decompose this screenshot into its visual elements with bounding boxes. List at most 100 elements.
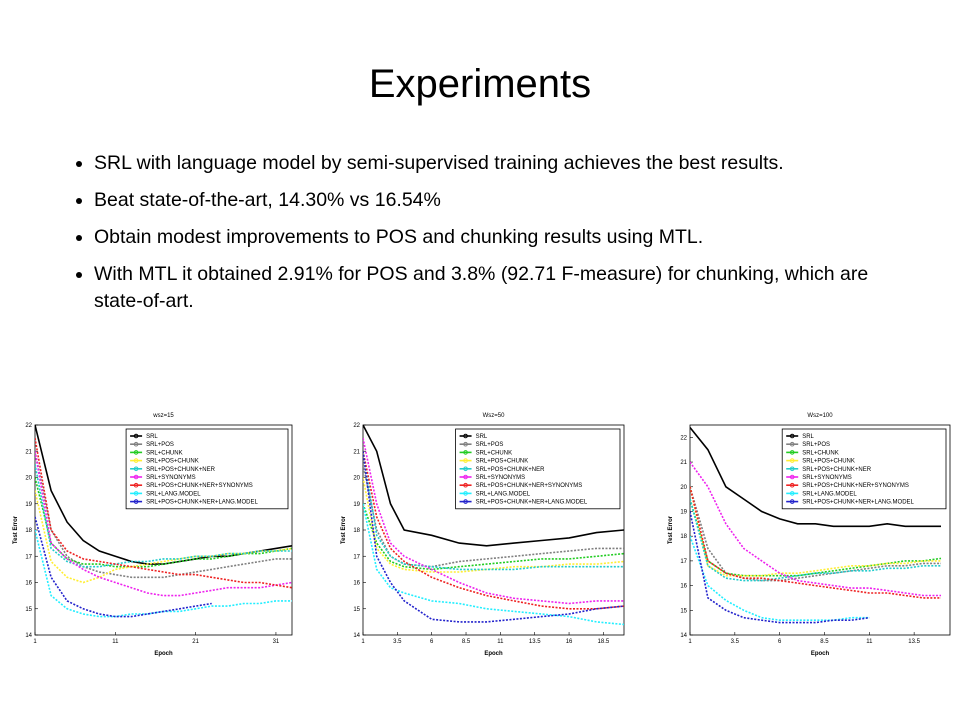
y-tick-label: 22	[25, 423, 32, 429]
legend-label: SRL+CHUNK	[476, 450, 513, 456]
legend-marker	[463, 482, 468, 488]
legend-marker	[133, 482, 139, 488]
series-line	[35, 490, 292, 584]
legend-marker	[463, 458, 468, 463]
legend-marker	[789, 482, 795, 488]
chart-title: wsz=15	[152, 413, 174, 419]
y-tick-label: 14	[25, 633, 32, 639]
legend-label: SRL+POS+CHUNK	[476, 459, 529, 465]
legend-label: SRL+POS	[476, 442, 504, 448]
legend-label: SRL+LANG.MODEL	[476, 491, 531, 497]
x-tick-label: 11	[497, 639, 504, 645]
series-line	[363, 503, 624, 571]
legend-label: SRL+POS+CHUNK+NER	[476, 467, 546, 473]
bullet: Beat state-of-the-art, 14.30% vs 16.54%	[94, 187, 914, 214]
x-tick-label: 1	[361, 639, 365, 645]
series-line	[35, 451, 292, 579]
legend-label: SRL+CHUNK	[802, 450, 839, 456]
x-tick-label: 11	[866, 639, 873, 645]
x-tick-label: 6	[778, 639, 782, 645]
x-tick-label: 13.5	[529, 639, 541, 645]
y-axis-label: Test Error	[13, 515, 19, 544]
legend-marker	[789, 441, 795, 447]
legend-marker	[133, 474, 139, 480]
legend-label: SRL+POS+CHUNK	[146, 459, 199, 465]
y-tick-label: 16	[680, 584, 687, 590]
legend-marker	[789, 474, 795, 480]
series-line	[690, 535, 870, 621]
legend-marker	[133, 491, 139, 496]
legend-marker	[463, 450, 468, 455]
series-line	[35, 437, 292, 589]
chart: wsz=15 Epoch Test Error 14 15 16 17 18 19 20 21 22 1…	[13, 413, 293, 657]
y-tick-label: 21	[353, 449, 360, 455]
legend-label: SRL+CHUNK	[146, 450, 183, 456]
legend-marker	[463, 466, 468, 472]
series-line	[690, 486, 941, 582]
y-tick-label: 19	[680, 509, 687, 515]
legend-marker	[133, 450, 139, 455]
legend-marker	[463, 499, 468, 504]
legend-box	[455, 428, 621, 510]
x-axis-label: Epoch	[154, 651, 173, 657]
legend-box	[781, 428, 947, 510]
legend-marker	[133, 458, 139, 463]
legend-label: SRL+SYNONYMS	[476, 475, 526, 481]
series-line	[363, 451, 624, 610]
legend-label: SRL	[802, 434, 814, 440]
x-tick-label: 1	[688, 639, 692, 645]
x-tick-label: 13.5	[908, 639, 920, 645]
x-axis-label: Epoch	[484, 651, 503, 657]
series-line	[363, 451, 624, 571]
legend-label: SRL+POS+CHUNK+NER+SYNONYMS	[476, 483, 583, 489]
legend-box	[125, 428, 289, 510]
series-line	[690, 498, 942, 577]
legend-label: SRL+POS+CHUNK+NER	[802, 467, 872, 473]
y-tick-label: 20	[25, 476, 32, 482]
y-tick-label: 22	[353, 423, 360, 429]
legend-label: SRL+POS+CHUNK+NER+LANG.MODEL	[146, 500, 258, 506]
y-tick-label: 17	[680, 559, 687, 565]
bullet: With MTL it obtained 2.91% for POS and 3…	[94, 261, 914, 315]
slide-title: Experiments	[368, 62, 592, 106]
y-tick-label: 18	[25, 528, 32, 534]
y-tick-label: 16	[353, 581, 360, 587]
legend-marker	[463, 491, 468, 496]
legend-label: SRL+POS+CHUNK+NER+LANG.MODEL	[802, 500, 914, 506]
y-tick-label: 14	[680, 633, 687, 639]
y-tick-label: 15	[353, 607, 360, 613]
x-tick-label: 18.5	[598, 639, 610, 645]
series-line	[35, 451, 292, 597]
y-tick-label: 15	[25, 607, 32, 613]
legend-label: SRL+POS+CHUNK+NER+SYNONYMS	[146, 483, 253, 489]
bullet: Obtain modest improvements to POS and ch…	[94, 224, 914, 251]
series-line	[363, 437, 624, 605]
y-axis-label: Test Error	[668, 515, 674, 544]
legend-label: SRL+SYNONYMS	[146, 475, 196, 481]
x-tick-label: 1	[33, 639, 37, 645]
legend-marker	[463, 433, 468, 439]
series-line	[35, 477, 292, 568]
y-tick-label: 19	[25, 502, 32, 508]
y-tick-label: 20	[680, 485, 687, 491]
y-tick-label: 14	[353, 633, 360, 639]
y-tick-label: 16	[25, 581, 32, 587]
legend-marker	[789, 466, 795, 472]
legend-label: SRL+LANG.MODEL	[802, 491, 857, 497]
series-line	[690, 511, 870, 624]
legend-label: SRL+POS	[802, 442, 830, 448]
y-tick-label: 18	[680, 534, 687, 540]
series-line	[690, 486, 941, 599]
x-tick-label: 16	[566, 639, 573, 645]
x-tick-label: 6	[430, 639, 434, 645]
series-line	[690, 461, 941, 597]
x-axis-label: Epoch	[811, 651, 830, 657]
series-line	[363, 451, 624, 623]
legend-label: SRL+POS	[146, 442, 174, 448]
legend-label: SRL+POS+CHUNK+NER+LANG.MODEL	[476, 500, 588, 506]
chart-title: Wsz=50	[483, 413, 506, 419]
y-tick-label: 22	[680, 435, 687, 441]
